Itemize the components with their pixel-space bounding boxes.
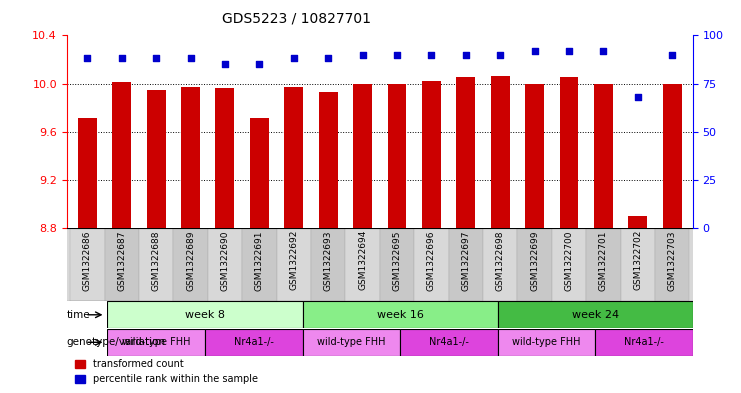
Bar — [422, 81, 441, 228]
Bar — [207, 228, 242, 301]
Bar — [242, 228, 276, 301]
Point — [150, 55, 162, 62]
Bar — [498, 301, 693, 328]
Point — [632, 94, 644, 100]
Point — [253, 61, 265, 68]
Text: wild-type FHH: wild-type FHH — [122, 337, 190, 347]
Bar — [107, 329, 205, 356]
Text: GSM1322695: GSM1322695 — [393, 230, 402, 290]
Bar — [498, 329, 595, 356]
Bar — [250, 118, 269, 228]
Bar — [147, 90, 165, 228]
Bar — [628, 216, 647, 228]
Bar — [311, 228, 345, 301]
Point — [597, 48, 609, 54]
Bar — [552, 228, 586, 301]
Text: GSM1322691: GSM1322691 — [255, 230, 264, 290]
Text: wild-type FHH: wild-type FHH — [512, 337, 581, 347]
Text: week 24: week 24 — [572, 310, 619, 320]
Bar — [139, 228, 173, 301]
Text: Nr4a1-/-: Nr4a1-/- — [429, 337, 469, 347]
Point — [185, 55, 196, 62]
Bar — [285, 87, 303, 228]
Text: wild-type FHH: wild-type FHH — [317, 337, 385, 347]
Bar — [70, 228, 104, 301]
Text: GSM1322698: GSM1322698 — [496, 230, 505, 290]
Bar — [620, 228, 655, 301]
Point — [494, 51, 506, 58]
Point — [288, 55, 299, 62]
Text: GSM1322702: GSM1322702 — [634, 230, 642, 290]
Bar — [483, 228, 517, 301]
Text: time: time — [67, 310, 90, 320]
Bar — [595, 329, 693, 356]
Point — [219, 61, 231, 68]
Text: GSM1322690: GSM1322690 — [220, 230, 230, 290]
Bar — [78, 118, 97, 228]
Bar — [205, 329, 302, 356]
Point — [116, 55, 127, 62]
Bar — [662, 84, 682, 228]
Bar — [345, 228, 379, 301]
Bar — [655, 228, 689, 301]
Text: GSM1322687: GSM1322687 — [117, 230, 126, 290]
Point — [82, 55, 93, 62]
Text: GSM1322701: GSM1322701 — [599, 230, 608, 290]
Text: GSM1322694: GSM1322694 — [358, 230, 367, 290]
Bar — [400, 329, 498, 356]
Bar — [388, 84, 406, 228]
Point — [460, 51, 472, 58]
Text: GSM1322696: GSM1322696 — [427, 230, 436, 290]
Text: GSM1322686: GSM1322686 — [83, 230, 92, 290]
Bar — [525, 84, 544, 228]
Point — [425, 51, 437, 58]
Point — [666, 51, 678, 58]
Text: GSM1322703: GSM1322703 — [668, 230, 677, 290]
Legend: transformed count, percentile rank within the sample: transformed count, percentile rank withi… — [72, 356, 262, 388]
Bar — [216, 88, 234, 228]
Text: GSM1322689: GSM1322689 — [186, 230, 195, 290]
Bar — [448, 228, 483, 301]
Bar — [181, 87, 200, 228]
Bar — [276, 228, 311, 301]
Bar — [456, 77, 475, 228]
Bar — [517, 228, 552, 301]
Bar — [113, 82, 131, 228]
Point — [528, 48, 540, 54]
Bar — [173, 228, 207, 301]
Bar — [319, 92, 338, 228]
Bar — [414, 228, 448, 301]
Point — [563, 48, 575, 54]
Point — [322, 55, 334, 62]
Text: genotype/variation: genotype/variation — [67, 337, 166, 347]
Bar — [104, 228, 139, 301]
Bar — [379, 228, 414, 301]
Bar — [302, 301, 498, 328]
Text: GDS5223 / 10827701: GDS5223 / 10827701 — [222, 12, 371, 26]
Bar — [353, 84, 372, 228]
Bar — [594, 84, 613, 228]
Text: GSM1322699: GSM1322699 — [530, 230, 539, 290]
Point — [356, 51, 368, 58]
Text: Nr4a1-/-: Nr4a1-/- — [624, 337, 664, 347]
Bar — [586, 228, 620, 301]
Text: GSM1322697: GSM1322697 — [461, 230, 471, 290]
Text: GSM1322688: GSM1322688 — [152, 230, 161, 290]
Text: week 16: week 16 — [376, 310, 424, 320]
Bar — [107, 301, 302, 328]
Bar — [491, 76, 510, 228]
Bar — [302, 329, 400, 356]
Text: GSM1322700: GSM1322700 — [565, 230, 574, 290]
Text: Nr4a1-/-: Nr4a1-/- — [234, 337, 273, 347]
Text: GSM1322692: GSM1322692 — [289, 230, 299, 290]
Text: week 8: week 8 — [185, 310, 225, 320]
Point — [391, 51, 403, 58]
Text: GSM1322693: GSM1322693 — [324, 230, 333, 290]
Bar — [559, 77, 579, 228]
